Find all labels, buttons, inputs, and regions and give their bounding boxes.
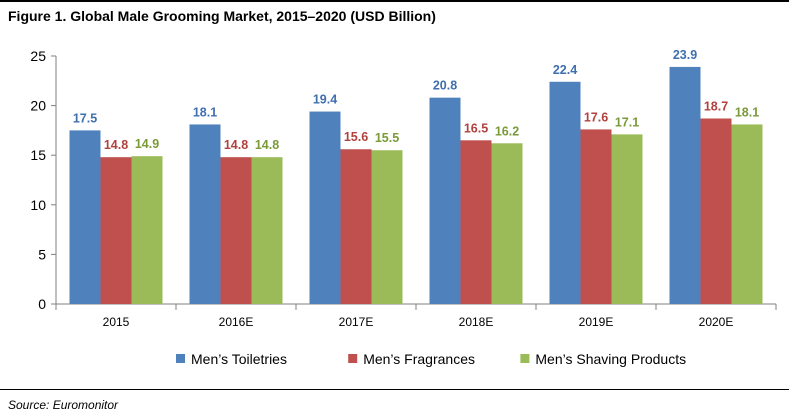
bar [669,66,701,304]
x-tick-label: 2019E [579,315,614,329]
bar [460,140,492,304]
bar [131,156,163,304]
data-label: 17.1 [615,115,639,129]
bar-chart: 0 5 10 15 20 25 17.5 14.8 14.9 2015 18.1 14.8 14.8 20… [30,48,777,367]
data-label: 17.5 [73,111,97,125]
bar [340,149,372,304]
bar [611,134,643,304]
chart-area: 0 5 10 15 20 25 17.5 14.8 14.9 2015 18.1 14.8 14.8 20… [0,34,789,384]
bar [189,124,221,304]
data-label: 23.9 [673,48,697,62]
data-label: 17.6 [584,110,608,124]
y-tick-label: 25 [30,48,46,64]
data-label: 14.8 [104,138,128,152]
x-tick-label: 2015 [103,315,130,329]
data-label: 14.8 [255,138,279,152]
bar [491,143,523,304]
y-tick-label: 5 [38,246,46,262]
data-label: 14.8 [224,138,248,152]
data-label: 15.5 [375,131,399,145]
data-label: 14.9 [135,137,159,151]
top-rule [0,0,789,2]
bar [580,129,612,304]
bar [220,157,252,304]
y-tick-label: 20 [30,98,46,114]
bar [309,111,341,304]
x-tick-label: 2017E [339,315,374,329]
bar [251,157,283,304]
y-tick-label: 10 [30,197,46,213]
data-label: 18.1 [193,105,217,119]
figure-title: Figure 1. Global Male Grooming Market, 2… [8,8,436,24]
bar [100,157,132,304]
data-label: 18.7 [704,99,728,113]
data-label: 16.5 [464,121,488,135]
bar [731,124,763,304]
y-tick-label: 15 [30,147,46,163]
data-label: 22.4 [553,63,577,77]
legend-swatch [176,354,185,363]
x-tick-label: 2016E [219,315,254,329]
data-label: 18.1 [735,105,759,119]
x-tick-label: 2018E [459,315,494,329]
bar [700,118,732,304]
legend-swatch [348,354,358,363]
y-tick-label: 0 [38,296,46,312]
legend-swatch [520,354,530,363]
legend-label: Men’s Toiletries [191,351,287,367]
bar [549,81,581,305]
legend-label: Men’s Shaving Products [535,351,686,367]
legend-label: Men’s Fragrances [363,351,475,367]
data-label: 19.4 [313,93,337,107]
source-note: Source: Euromonitor [8,398,119,412]
bar [69,130,101,304]
bar [429,97,461,304]
bottom-rule [0,389,789,390]
x-tick-label: 2020E [699,315,734,329]
data-label: 15.6 [344,130,368,144]
data-label: 16.2 [495,124,519,138]
bar [371,150,403,304]
data-label: 20.8 [433,79,457,93]
